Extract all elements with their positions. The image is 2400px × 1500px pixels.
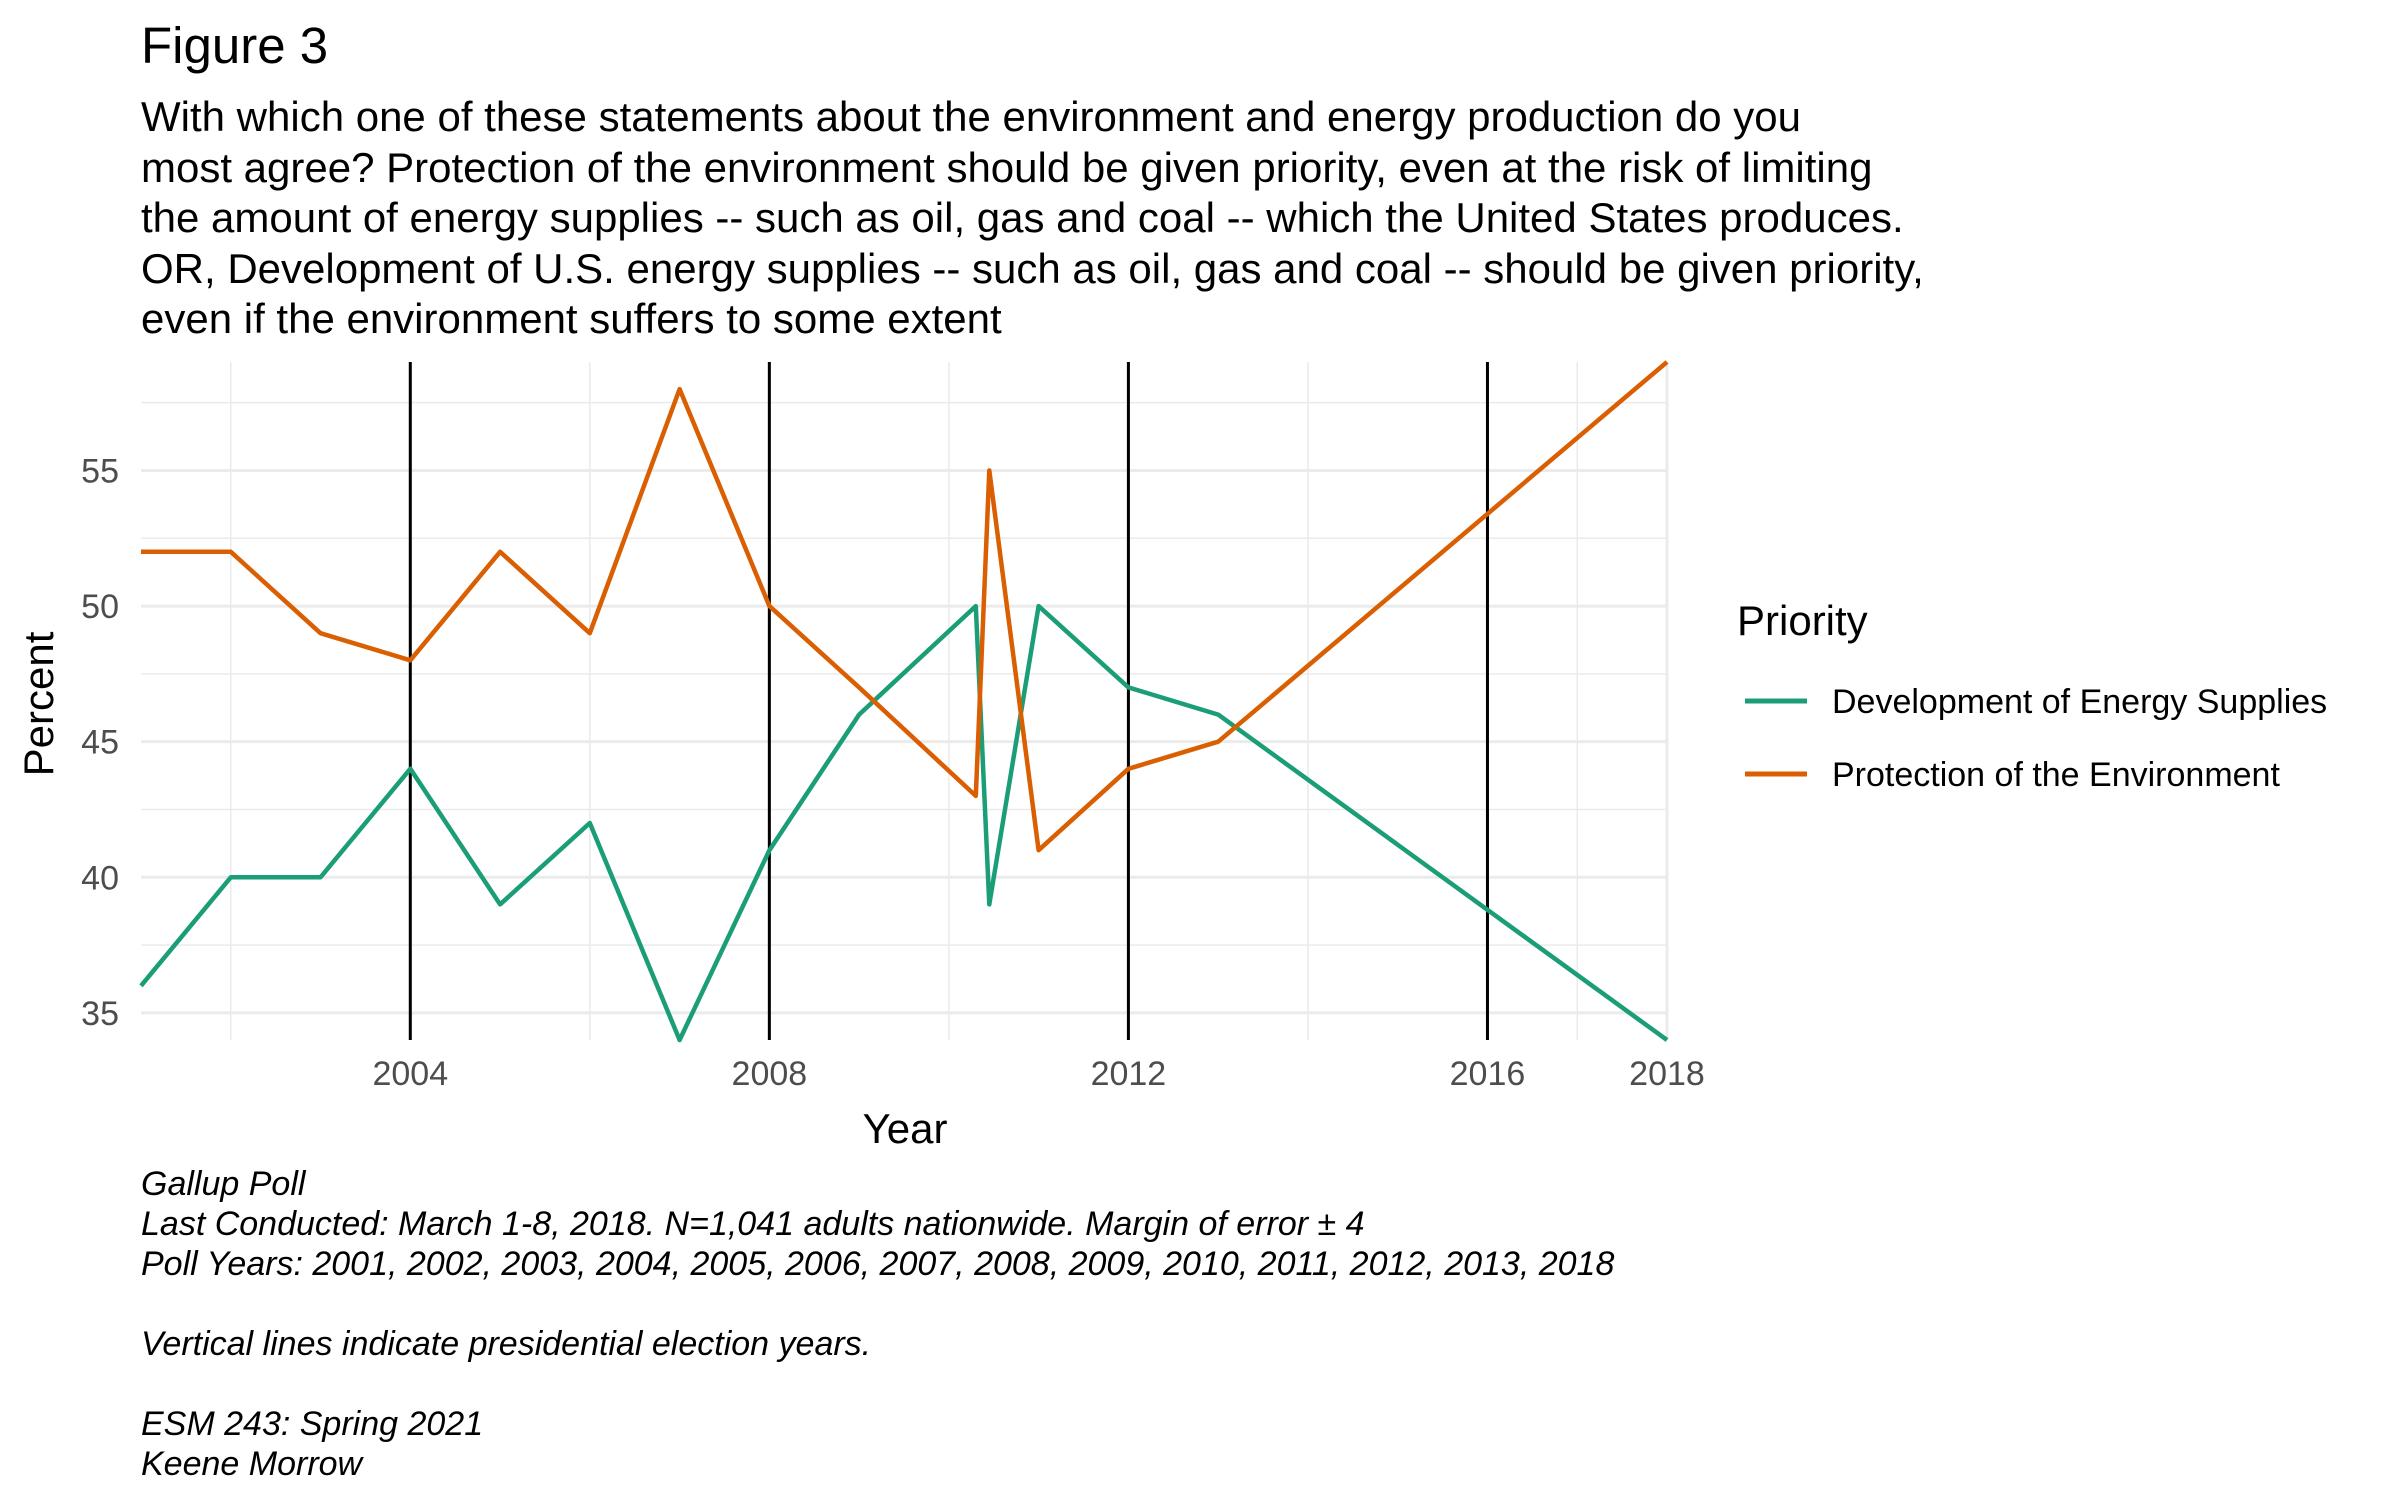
series-lines (139, 360, 1669, 1043)
y-tick-label: 40 (81, 859, 119, 897)
legend-title: Priority (1737, 597, 1868, 644)
caption-line: Gallup Poll (141, 1165, 306, 1203)
y-axis-tick-labels: 35 40 45 50 55 (81, 452, 119, 1032)
caption-line: Last Conducted: March 1-8, 2018. N=1,041… (141, 1205, 1365, 1243)
legend: Priority Development of Energy Supplies P… (1737, 597, 2327, 794)
y-tick-label: 45 (81, 724, 119, 762)
grid-major (141, 362, 1669, 1040)
figure-subtitle: With which one of these statements about… (141, 93, 1924, 342)
y-tick-label: 35 (81, 995, 119, 1033)
y-axis-label: Percent (15, 631, 62, 776)
caption-line: Vertical lines indicate presidential ele… (141, 1325, 872, 1363)
legend-label: Development of Energy Supplies (1832, 683, 2327, 721)
chart-caption: Gallup Poll Last Conducted: March 1-8, 20… (141, 1164, 1614, 1484)
figure-title: Figure 3 (141, 17, 329, 74)
y-tick-label: 55 (81, 452, 119, 490)
x-axis-label: Year (863, 1105, 948, 1152)
x-tick-label: 2016 (1450, 1055, 1526, 1093)
x-tick-label: 2018 (1629, 1055, 1705, 1093)
caption-line: Keene Morrow (141, 1445, 363, 1483)
election-year-lines (408, 362, 1489, 1040)
series-line (139, 603, 1669, 1043)
x-tick-label: 2008 (732, 1055, 808, 1093)
caption-line: Poll Years: 2001, 2002, 2003, 2004, 2005… (141, 1245, 1615, 1283)
caption-line: ESM 243: Spring 2021 (141, 1405, 484, 1443)
x-tick-label: 2004 (372, 1055, 448, 1093)
grid-minor (141, 362, 1667, 1040)
x-axis-tick-labels: 2004 2008 2012 2016 2018 (372, 1055, 1704, 1093)
series-line (141, 360, 1669, 853)
legend-label: Protection of the Environment (1832, 756, 2280, 794)
y-tick-label: 50 (81, 588, 119, 626)
x-tick-label: 2012 (1091, 1055, 1167, 1093)
legend-items: Development of Energy Supplies Protection… (1745, 683, 2327, 794)
caption-line (141, 1284, 1614, 1324)
caption-line (141, 1364, 1614, 1404)
